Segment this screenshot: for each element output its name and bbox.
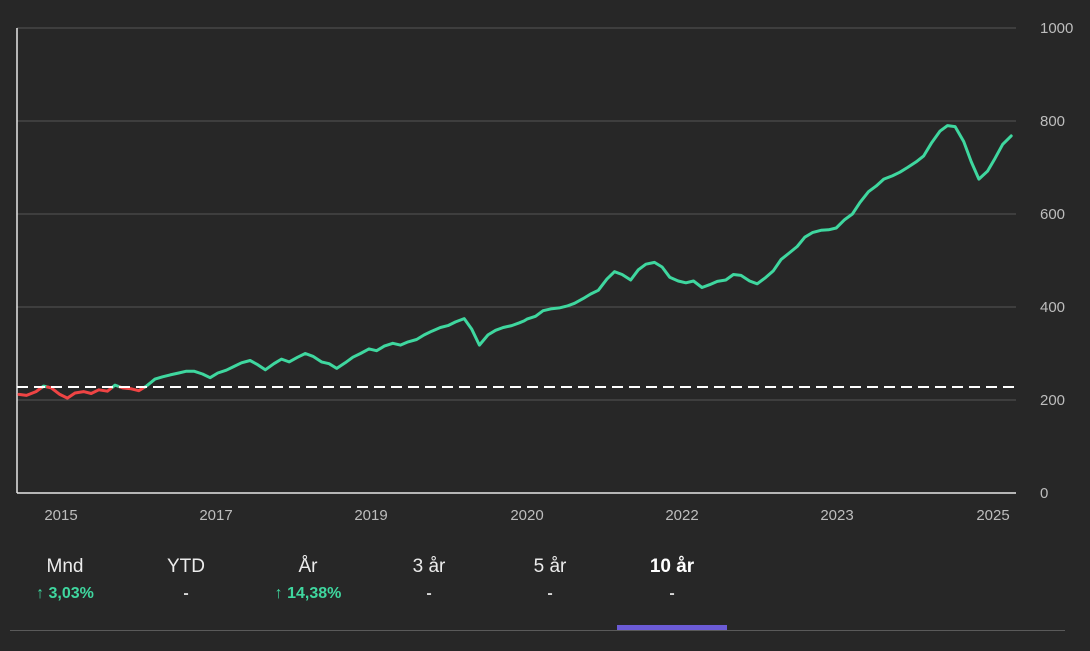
- y-tick-label: 200: [1040, 392, 1065, 409]
- x-tick-label: 2025: [976, 507, 1009, 524]
- x-tick-label: 2022: [665, 507, 698, 524]
- tab-value: -: [426, 585, 432, 602]
- y-tick-label: 0: [1040, 485, 1048, 502]
- grid-lines: [17, 27, 1016, 401]
- tab-5-years[interactable]: 5 år -: [490, 556, 610, 604]
- x-tick-label: 2015: [44, 507, 77, 524]
- tab-ytd[interactable]: YTD -: [126, 556, 246, 604]
- period-tabs: Mnd ↑ 3,03% YTD - År ↑ 14,38% 3 år - 5 å…: [0, 556, 1090, 631]
- tab-value: -: [547, 585, 553, 602]
- tab-year[interactable]: År ↑ 14,38%: [248, 556, 368, 604]
- y-tick-label: 400: [1040, 299, 1065, 316]
- tab-label: Mnd: [46, 556, 84, 577]
- tab-10-years[interactable]: 10 år -: [612, 556, 732, 604]
- y-tick-label: 800: [1040, 113, 1065, 130]
- series-lines: [17, 124, 1013, 400]
- tab-month[interactable]: Mnd ↑ 3,03%: [5, 556, 125, 604]
- y-tick-label: 600: [1040, 206, 1065, 223]
- tab-value: -: [669, 585, 675, 602]
- arrow-up-icon: ↑: [274, 585, 283, 602]
- series-line-above-baseline: [111, 383, 122, 389]
- y-tick-label: 1000: [1040, 20, 1073, 37]
- series-line-below-baseline: [45, 385, 115, 400]
- tab-label: År: [298, 556, 318, 577]
- tab-label: YTD: [167, 556, 205, 577]
- x-tick-label: 2023: [820, 507, 853, 524]
- tab-label: 10 år: [649, 556, 695, 577]
- tab-3-years[interactable]: 3 år -: [369, 556, 489, 604]
- x-tick-label: 2017: [199, 507, 232, 524]
- tab-label: 3 år: [412, 556, 446, 577]
- arrow-up-icon: ↑: [36, 585, 45, 602]
- x-tick-label: 2019: [354, 507, 387, 524]
- tab-value: ↑ 3,03%: [36, 585, 94, 602]
- x-axis-labels: 2015 2017 2019 2020 2022 2023 2025: [44, 507, 1009, 524]
- axes: [16, 28, 1016, 494]
- y-axis-labels: 0 200 400 600 800 1000: [1040, 20, 1073, 502]
- divider: [10, 630, 1065, 631]
- tab-value: -: [183, 585, 189, 602]
- series-line-above-baseline: [143, 124, 1013, 389]
- series-line-below-baseline: [17, 385, 44, 397]
- x-tick-label: 2020: [510, 507, 543, 524]
- active-tab-indicator: [617, 625, 727, 630]
- tab-label: 5 år: [533, 556, 567, 577]
- tab-value: ↑ 14,38%: [274, 585, 342, 602]
